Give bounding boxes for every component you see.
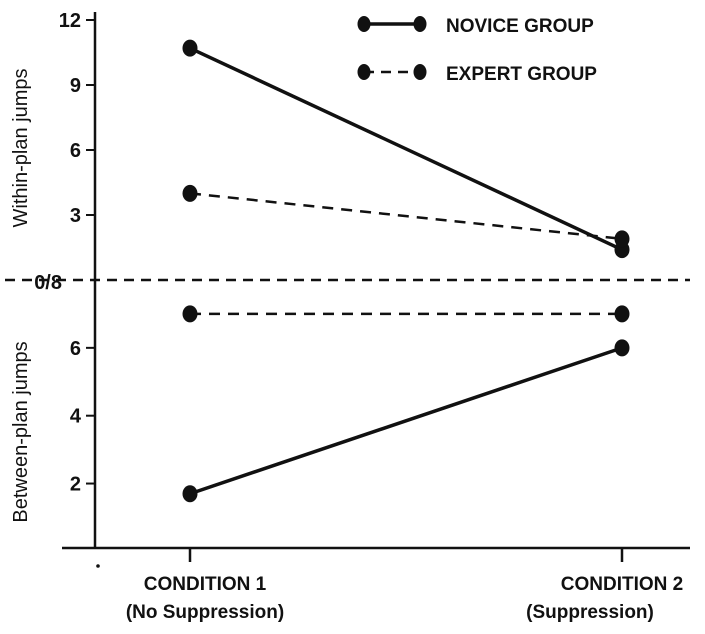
lower-tick-label-3: 6 [70,338,81,360]
upper-tick-label-3: 9 [70,75,81,97]
lower-expert-point-2 [614,305,630,323]
upper-tick-label-2: 6 [70,140,81,162]
chart-marks: 3 6 9 12 2 4 6 [5,10,690,568]
legend-label-expert: EXPERT GROUP [446,64,597,85]
legend-label-novice: NOVICE GROUP [446,16,594,37]
lower-novice-point-1 [182,485,198,503]
lower-novice-point-2 [614,339,630,357]
upper-expert-point-1 [182,184,198,202]
category-sublabel-1: (No Suppression) [126,602,284,623]
upper-y-axis-title: Within-plan jumps [10,69,32,228]
upper-expert-point-2 [614,230,630,248]
lower-y-axis-title: Between-plan jumps [10,341,32,522]
axis-dot [96,564,100,568]
lower-tick-label-1: 2 [70,474,81,496]
legend-novice-marker-right [413,16,427,32]
category-label-2: CONDITION 2 [561,574,683,595]
upper-novice-point-1 [182,39,198,57]
legend-expert-marker-left [357,64,371,80]
lower-tick-label-2: 4 [70,406,82,428]
lower-expert-point-1 [182,305,198,323]
divider-label: 0/8 [34,272,62,294]
lower-novice-line [189,346,623,496]
legend-novice-marker-left [357,16,371,32]
legend-expert-marker-right [413,64,427,80]
upper-tick-label-1: 3 [70,205,81,227]
category-sublabel-2: (Suppression) [526,602,654,623]
upper-novice-line [189,46,623,252]
category-label-1: CONDITION 1 [144,574,267,595]
upper-expert-line [189,192,623,241]
upper-tick-label-4: 12 [59,10,81,32]
